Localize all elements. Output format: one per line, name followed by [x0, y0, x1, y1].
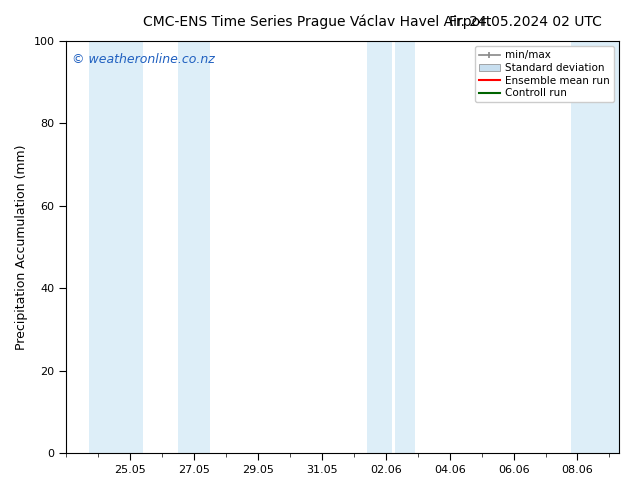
Y-axis label: Precipitation Accumulation (mm): Precipitation Accumulation (mm) [15, 145, 28, 350]
Bar [366, 41, 392, 453]
Bar [89, 41, 143, 453]
Text: Fr. 24.05.2024 02 UTC: Fr. 24.05.2024 02 UTC [450, 15, 602, 29]
Text: © weatheronline.co.nz: © weatheronline.co.nz [72, 53, 215, 67]
Bar [396, 41, 415, 453]
Legend: min/max, Standard deviation, Ensemble mean run, Controll run: min/max, Standard deviation, Ensemble me… [475, 46, 614, 102]
Bar [571, 41, 619, 453]
Bar [178, 41, 210, 453]
Text: CMC-ENS Time Series Prague Václav Havel Airport: CMC-ENS Time Series Prague Václav Havel … [143, 15, 491, 29]
